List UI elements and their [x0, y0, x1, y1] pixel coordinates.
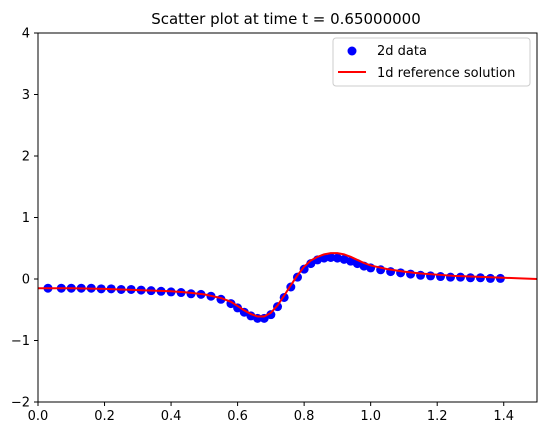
x-tick-label: 0.6 [227, 409, 248, 424]
scatter-point [299, 264, 309, 274]
y-tick-label: 4 [22, 27, 30, 42]
legend-label-1d-reference: 1d reference solution [377, 66, 515, 81]
y-tick-label: 3 [22, 88, 30, 103]
legend-box [332, 37, 531, 87]
x-tick-label: 0.8 [294, 409, 315, 424]
legend-marker-2d-data [347, 46, 357, 56]
x-tick-label: 0.2 [94, 409, 115, 424]
reference-solution-line [38, 252, 538, 318]
y-tick-label: 2 [22, 150, 30, 165]
chart-title: Scatter plot at time t = 0.65000000 [151, 10, 421, 28]
y-tick-label: 0 [22, 273, 30, 288]
x-tick-label: 1.2 [427, 409, 448, 424]
x-tick-label: 1.0 [360, 409, 381, 424]
scatter-point [426, 271, 436, 281]
y-tick-label: −2 [11, 396, 30, 411]
x-tick-label: 0.4 [161, 409, 182, 424]
scatter-point [446, 272, 456, 282]
plot-frame [37, 32, 538, 403]
x-tick-label: 0.0 [28, 409, 49, 424]
y-axis: −2 −1 0 1 2 3 4 [11, 27, 38, 411]
scatter-point [465, 273, 475, 283]
x-tick-label: 1.4 [493, 409, 514, 424]
scatter-point [326, 252, 336, 262]
y-tick-label: −1 [11, 334, 30, 349]
x-axis: 0.0 0.2 0.4 0.6 0.8 1.0 1.2 1.4 [28, 402, 514, 424]
scatter-point [332, 253, 342, 263]
y-tick-label: 1 [22, 211, 30, 226]
plot-data-layer [38, 252, 538, 323]
scatter-point [485, 273, 495, 283]
legend-label-2d-data: 2d data [377, 44, 427, 59]
scatter-point [266, 310, 276, 320]
scatter-point [436, 272, 446, 282]
legend: 2d data 1d reference solution [332, 37, 531, 87]
scatter-point [406, 269, 416, 279]
